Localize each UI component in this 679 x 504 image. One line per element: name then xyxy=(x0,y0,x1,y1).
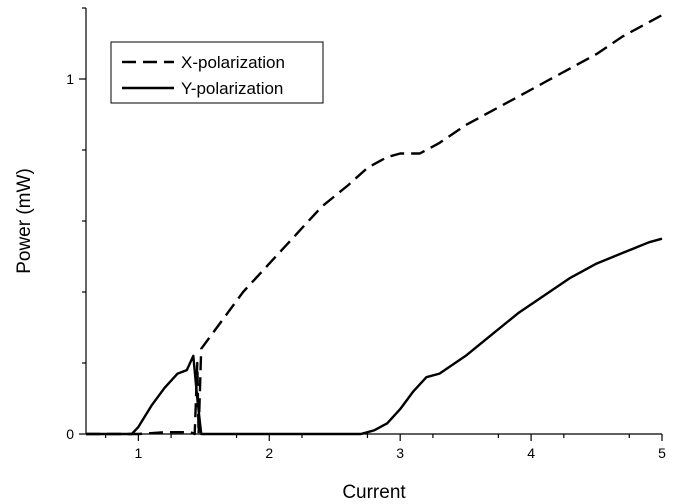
series-line-x-polarization xyxy=(86,14,663,436)
ticks: 1 2 3 4 5 0 1 xyxy=(66,7,666,461)
legend-label-x-polarization: X-polarization xyxy=(181,53,285,72)
y-tick-label: 1 xyxy=(66,71,74,87)
x-tick-label: 4 xyxy=(527,445,535,461)
plot-area xyxy=(86,14,663,436)
x-axis-title: Current xyxy=(342,482,406,503)
legend-label-y-polarization: Y-polarization xyxy=(181,79,283,98)
x-tick-label: 5 xyxy=(658,445,666,461)
y-axis-title: Power (mW) xyxy=(14,168,35,274)
legend: X-polarization Y-polarization xyxy=(110,41,324,104)
x-tick-label: 3 xyxy=(396,445,404,461)
y-tick-label: 0 xyxy=(66,426,74,442)
series-line-y-polarization xyxy=(86,237,663,436)
x-tick-label: 1 xyxy=(134,445,142,461)
x-tick-label: 2 xyxy=(265,445,273,461)
legend-box xyxy=(110,41,324,104)
